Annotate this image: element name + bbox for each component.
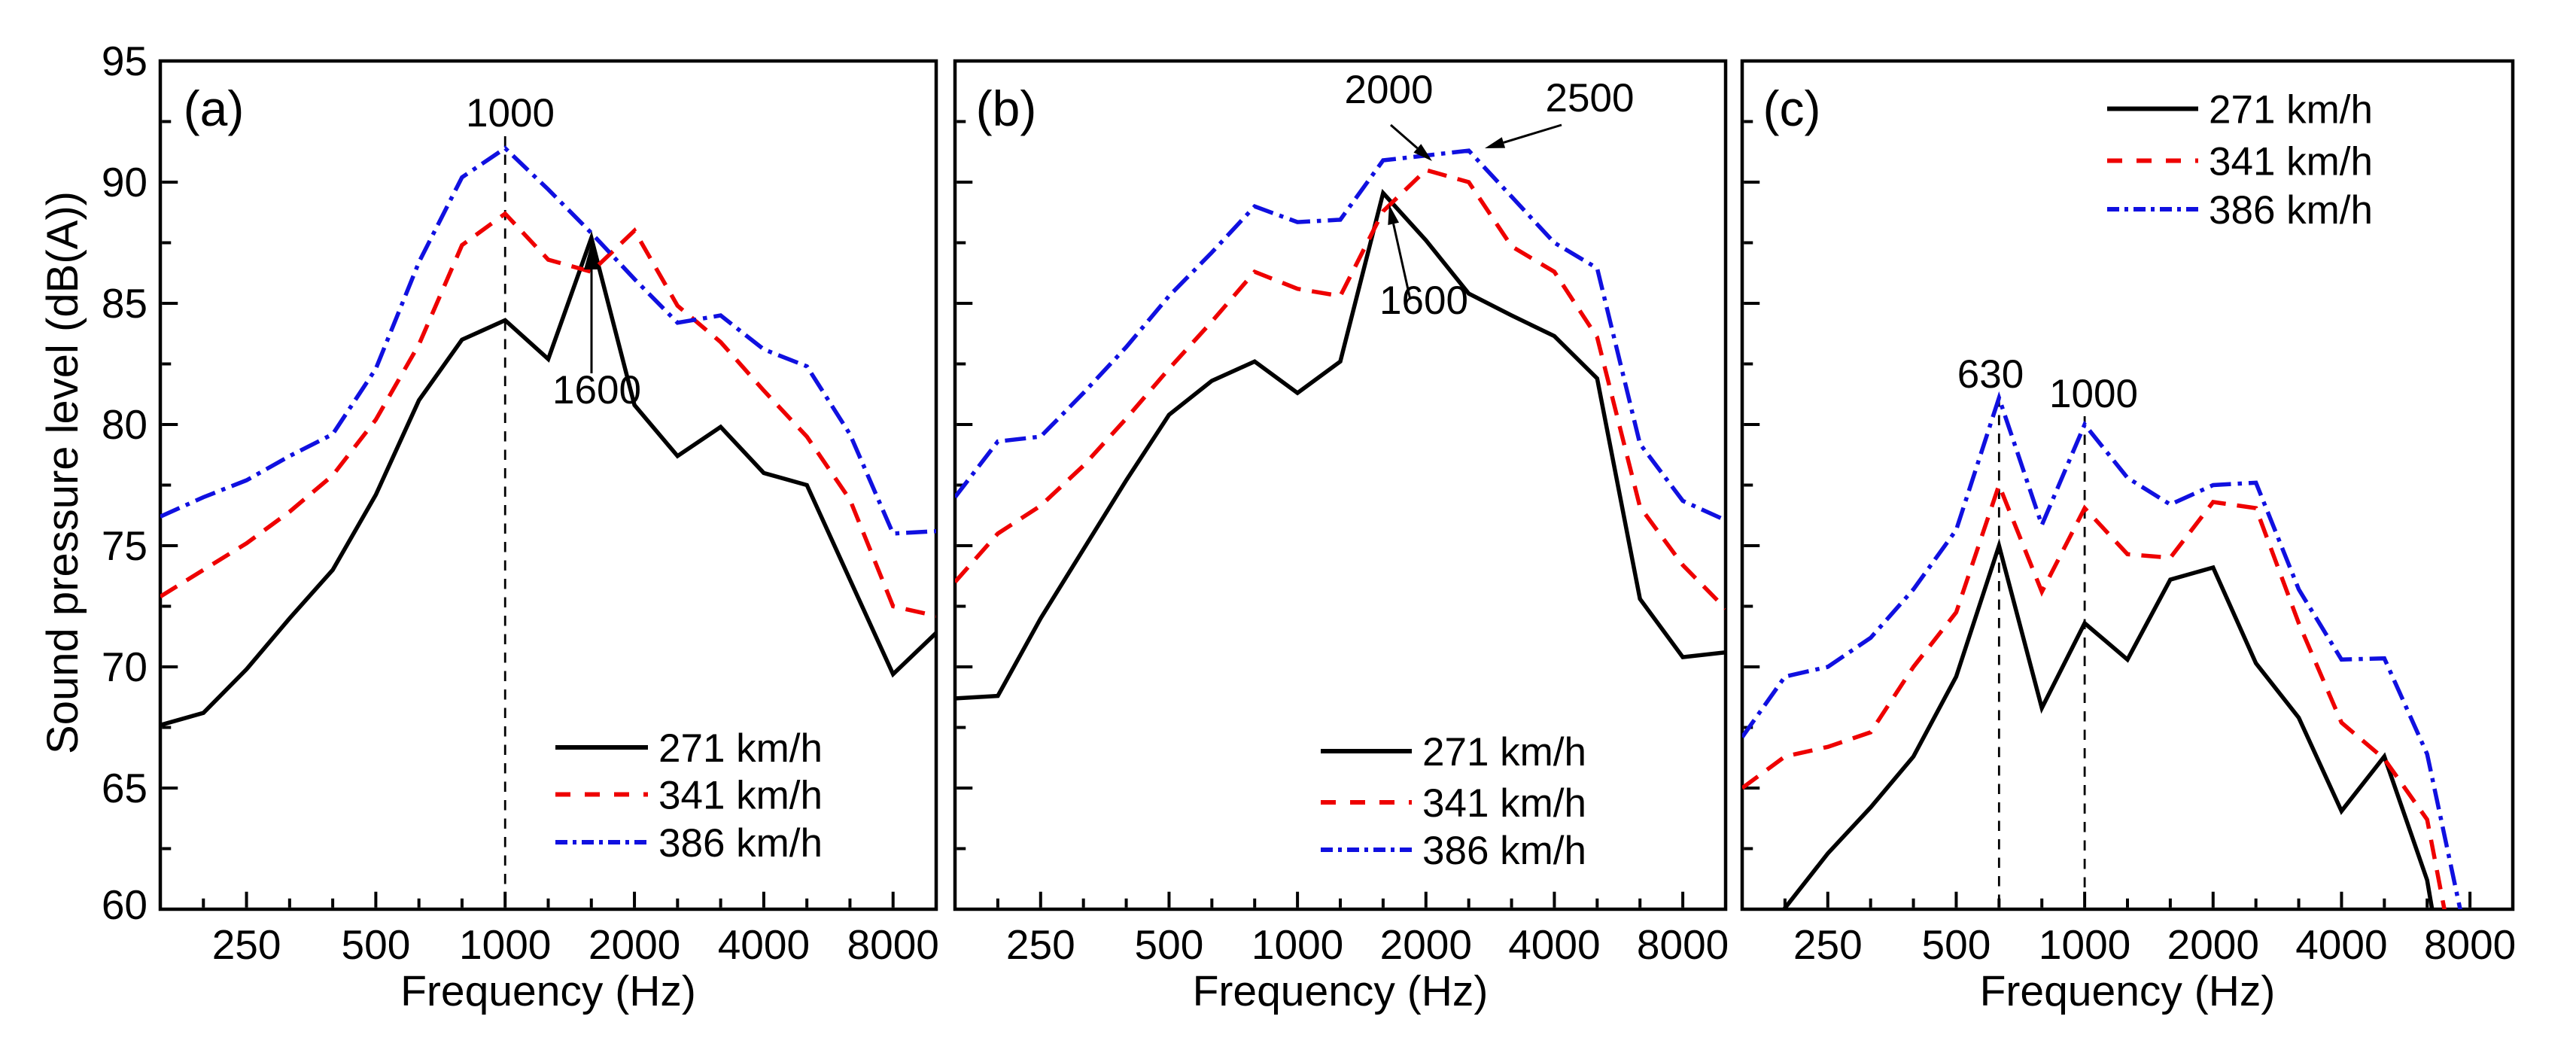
svg-text:1000: 1000: [2039, 921, 2130, 968]
svg-text:80: 80: [102, 401, 148, 448]
svg-text:271 km/h: 271 km/h: [1422, 730, 1586, 774]
svg-text:(c): (c): [1763, 81, 1821, 136]
svg-text:4000: 4000: [2295, 921, 2387, 968]
svg-text:Sound pressure level (dB(A)): Sound pressure level (dB(A)): [38, 191, 87, 754]
svg-text:Frequency (Hz): Frequency (Hz): [1193, 967, 1489, 1015]
svg-text:8000: 8000: [2424, 921, 2516, 968]
svg-text:1000: 1000: [466, 91, 555, 135]
svg-text:85: 85: [102, 280, 148, 327]
svg-text:8000: 8000: [847, 921, 939, 968]
svg-text:60: 60: [102, 881, 148, 928]
svg-text:70: 70: [102, 644, 148, 690]
svg-text:271 km/h: 271 km/h: [2209, 88, 2373, 132]
svg-text:Frequency (Hz): Frequency (Hz): [400, 967, 696, 1015]
svg-text:250: 250: [1793, 921, 1863, 968]
svg-text:2000: 2000: [1345, 68, 1434, 112]
svg-text:95: 95: [102, 38, 148, 84]
svg-text:65: 65: [102, 765, 148, 811]
svg-text:250: 250: [1006, 921, 1075, 968]
svg-text:4000: 4000: [1508, 921, 1600, 968]
svg-text:386 km/h: 386 km/h: [658, 821, 823, 866]
svg-text:1000: 1000: [2049, 372, 2138, 416]
svg-text:500: 500: [342, 921, 411, 968]
svg-text:1000: 1000: [459, 921, 551, 968]
svg-text:630: 630: [1957, 352, 2024, 397]
svg-text:2500: 2500: [1546, 76, 1635, 120]
svg-text:2000: 2000: [2167, 921, 2259, 968]
svg-text:75: 75: [102, 522, 148, 569]
svg-text:1000: 1000: [1252, 921, 1343, 968]
svg-text:Frequency (Hz): Frequency (Hz): [1980, 967, 2276, 1015]
svg-text:(b): (b): [976, 81, 1037, 136]
svg-text:250: 250: [212, 921, 281, 968]
svg-text:500: 500: [1135, 921, 1204, 968]
svg-text:1600: 1600: [552, 368, 641, 412]
svg-text:341 km/h: 341 km/h: [1422, 781, 1586, 826]
svg-text:1600: 1600: [1379, 278, 1468, 323]
svg-text:(a): (a): [184, 81, 245, 136]
svg-text:4000: 4000: [718, 921, 810, 968]
svg-text:341 km/h: 341 km/h: [658, 774, 823, 818]
svg-text:341 km/h: 341 km/h: [2209, 140, 2373, 184]
svg-text:2000: 2000: [1380, 921, 1472, 968]
svg-text:90: 90: [102, 159, 148, 205]
svg-text:500: 500: [1922, 921, 1991, 968]
svg-text:386 km/h: 386 km/h: [2209, 188, 2373, 233]
svg-text:2000: 2000: [588, 921, 680, 968]
svg-text:8000: 8000: [1637, 921, 1729, 968]
svg-text:271 km/h: 271 km/h: [658, 726, 823, 771]
svg-text:386 km/h: 386 km/h: [1422, 829, 1586, 873]
